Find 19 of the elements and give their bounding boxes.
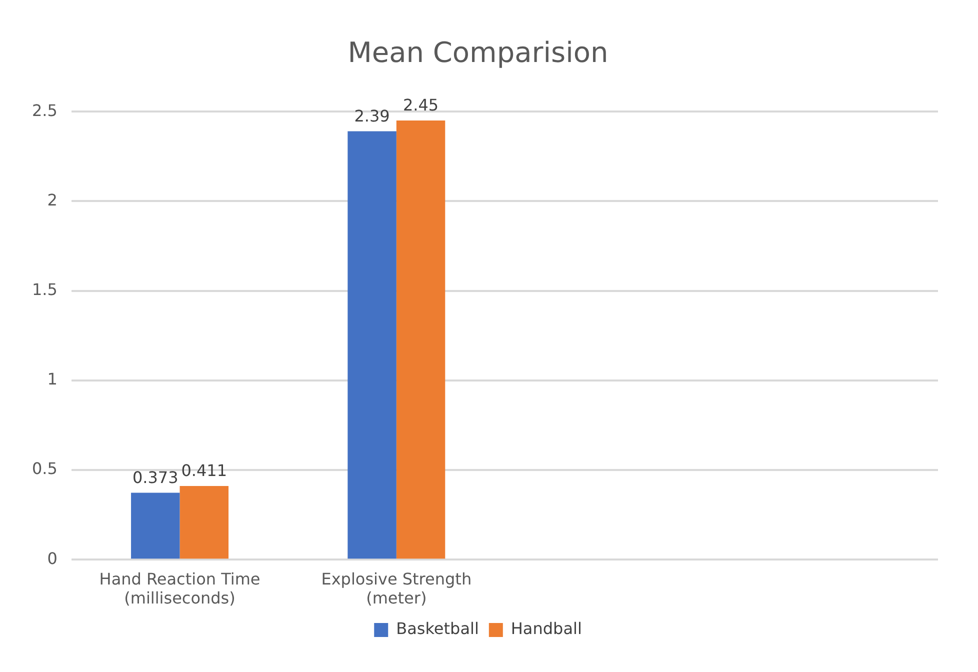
y-tick-label: 2.5 [32, 100, 58, 120]
data-label: 0.411 [181, 461, 228, 480]
x-tick-label: Hand Reaction Time (milliseconds) [99, 569, 260, 608]
bar [180, 486, 229, 559]
y-tick-label: 0 [47, 548, 58, 568]
data-label: 0.373 [132, 468, 178, 487]
bar [131, 492, 180, 559]
y-tick-label: 0.5 [32, 459, 58, 478]
data-label: 2.45 [402, 96, 439, 115]
x-tick-label: Explosive Strength (meter) [321, 569, 472, 608]
y-tick-label: 1 [47, 370, 58, 389]
data-label: 2.39 [354, 106, 390, 126]
y-tick-label: 2 [47, 190, 58, 210]
chart-title: Mean Comparision [348, 36, 608, 70]
legend-label: Basketball [396, 619, 479, 638]
y-tick-label: 1.5 [32, 280, 58, 299]
bar [396, 120, 446, 559]
legend-label: Handball [510, 619, 582, 638]
bar [348, 131, 396, 559]
